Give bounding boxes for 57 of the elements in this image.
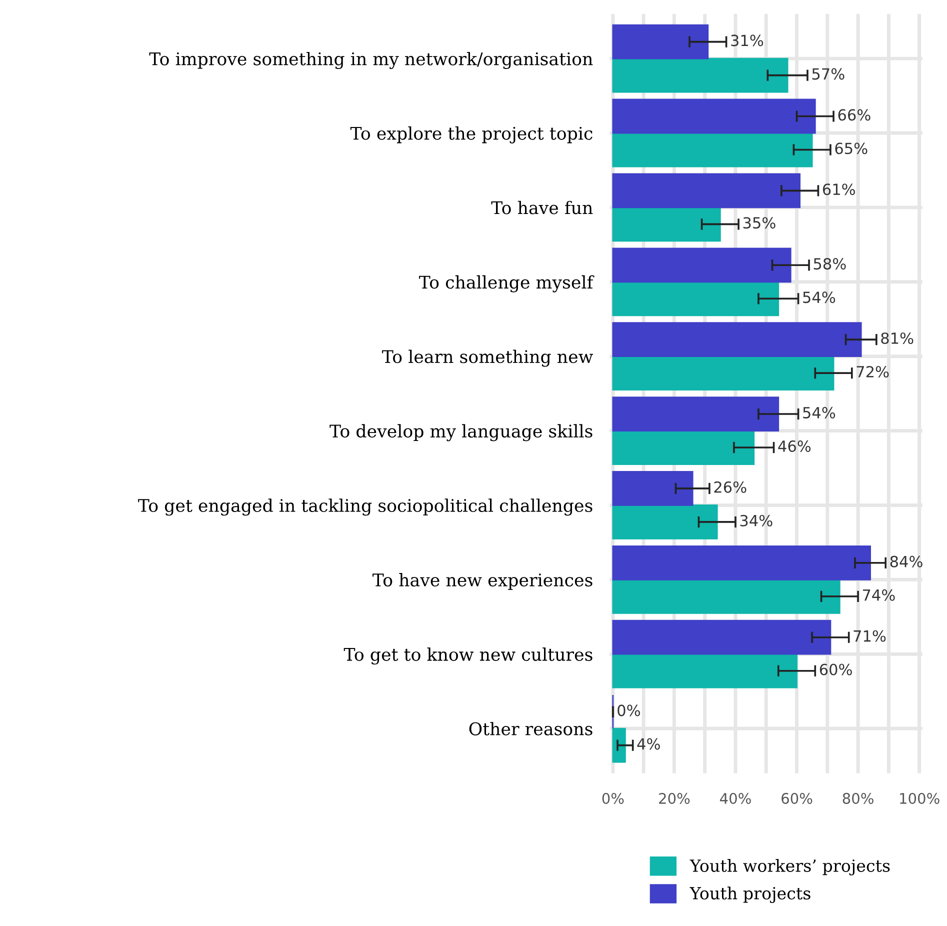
bar [612, 98, 816, 134]
bar [612, 578, 840, 614]
data-label: 65% [835, 142, 868, 154]
data-label: 66% [838, 109, 870, 121]
x-tick-label: 40% [720, 792, 751, 804]
bar [612, 728, 626, 763]
y-tick-label: To learn something new [382, 350, 593, 367]
data-label: 74% [862, 589, 895, 601]
x-tick-label: 60% [782, 792, 812, 804]
x-tick-label: 100% [900, 792, 940, 804]
data-label: 81% [881, 332, 914, 344]
data-label: 4% [637, 738, 660, 750]
legend-label: Youth workers’ projects [690, 859, 890, 876]
data-label: 0% [618, 704, 640, 716]
x-tick-label: 80% [842, 792, 874, 804]
bar [612, 356, 834, 391]
x-tick-label: 20% [659, 792, 690, 804]
bar [612, 322, 862, 358]
data-label: 46% [778, 440, 811, 452]
y-tick-label: To improve something in my network/organisation [149, 52, 593, 70]
data-label: 60% [820, 664, 852, 676]
bar [612, 132, 813, 168]
y-tick-label: To develop my language skills [330, 424, 592, 442]
data-label: 54% [803, 406, 836, 418]
data-label: 26% [714, 481, 746, 493]
bar [612, 58, 788, 93]
data-label: 34% [740, 514, 772, 526]
bar [612, 620, 832, 655]
bar [612, 471, 694, 506]
bar [612, 545, 871, 580]
data-label: 35% [743, 217, 776, 229]
bar [612, 653, 798, 688]
y-tick-label: To have new experiences [372, 573, 592, 590]
data-label: 61% [822, 184, 855, 196]
data-label: 71% [854, 630, 886, 642]
data-label: 57% [812, 68, 844, 80]
y-tick-label: To get to know new cultures [344, 648, 592, 665]
bar [612, 430, 755, 465]
bar [612, 281, 780, 316]
y-tick-label: To explore the project topic [350, 126, 592, 144]
x-tick-label: 0% [602, 792, 624, 804]
y-tick-label: To challenge myself [419, 275, 594, 292]
bar [612, 24, 709, 60]
data-label: 31% [731, 34, 764, 46]
bar [612, 206, 721, 242]
y-tick-label: Other reasons [469, 722, 592, 736]
y-tick-label: To get engaged in tackling sociopolitical challenges [138, 498, 592, 516]
data-label: 54% [803, 292, 836, 304]
data-label: 58% [814, 258, 846, 270]
bar [612, 396, 780, 432]
bar [612, 173, 801, 208]
legend-label: Youth projects [690, 886, 810, 903]
bar [612, 504, 718, 540]
y-tick-label: To have fun [491, 200, 593, 214]
data-label: 72% [856, 366, 889, 378]
data-label: 84% [890, 556, 922, 568]
bar [612, 248, 792, 283]
